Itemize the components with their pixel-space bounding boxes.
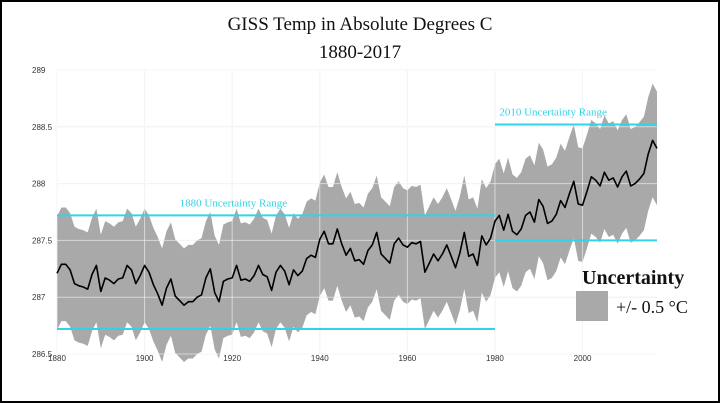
x-tick-label: 2000 (574, 354, 592, 363)
x-tick-label: 1940 (311, 354, 329, 363)
y-tick-label: 286.5 (32, 350, 53, 359)
chart-subtitle: 1880-2017 (319, 42, 401, 63)
temperature-line-layer (56, 139, 658, 306)
chart-title: GISS Temp in Absolute Degrees C (228, 14, 493, 35)
legend-swatch (576, 291, 608, 321)
x-tick-label: 1920 (223, 354, 241, 363)
x-tick-label: 1880 (48, 354, 66, 363)
range-label: 1880 Uncertainty Range (180, 197, 288, 209)
range-lines-layer: 1880 Uncertainty Range 2010 Uncertainty R… (57, 107, 657, 331)
x-tick-label: 1980 (486, 354, 504, 363)
temperature-series-line (56, 139, 658, 306)
y-tick-label: 288.5 (32, 123, 53, 132)
y-tick-label: 289 (32, 66, 46, 75)
y-tick-label: 287.5 (32, 236, 53, 245)
y-tick-label: 287 (32, 293, 46, 302)
legend-label: +/- 0.5 °C (616, 297, 688, 317)
uncertainty-band (57, 83, 657, 362)
y-tick-label: 288 (32, 180, 46, 189)
range-label: 2010 Uncertainty Range (499, 107, 607, 119)
legend-title: Uncertainty (582, 267, 684, 289)
tick-labels-layer: 286.5 287 287.5 288 288.5 289 1880 1900 1920 1940… (32, 66, 592, 363)
x-tick-label: 1960 (398, 354, 416, 363)
x-tick-label: 1900 (136, 354, 154, 363)
